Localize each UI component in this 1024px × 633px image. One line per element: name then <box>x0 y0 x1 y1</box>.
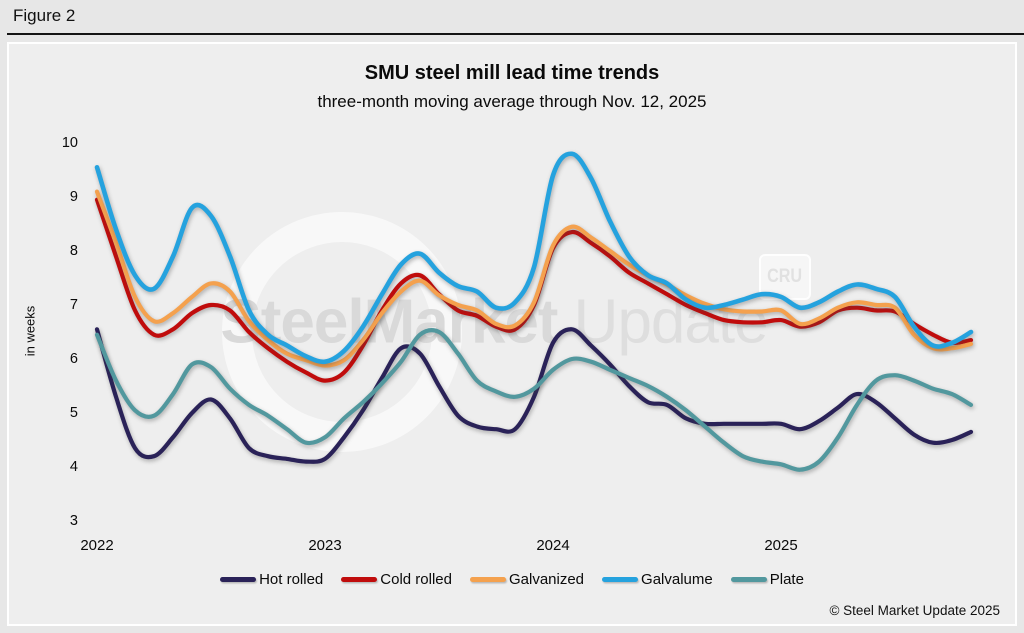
x-tick-2023: 2023 <box>308 537 342 554</box>
chart-title: SMU steel mill lead time trends <box>364 62 660 84</box>
y-axis-label: in weeks <box>22 305 38 357</box>
legend-item-cold-rolled: Cold rolled <box>341 571 452 588</box>
x-tick-2025: 2025 <box>764 537 798 554</box>
y-tick-9: 9 <box>69 189 78 205</box>
cru-logo: CRU <box>759 254 811 300</box>
header-divider <box>7 33 1024 35</box>
x-tick-2022: 2022 <box>80 537 114 554</box>
y-tick-7: 7 <box>69 297 78 313</box>
legend-label: Hot rolled <box>259 571 324 588</box>
legend-swatch-icon <box>341 577 378 582</box>
copyright-text: © Steel Market Update 2025 <box>829 603 1000 618</box>
legend-label: Galvanized <box>508 571 585 588</box>
watermark-bold: SteelMarket <box>220 287 558 357</box>
legend-item-galvanized: Galvanized <box>469 571 585 588</box>
chart-legend: Hot rolled Cold rolled Galvanized Galvalume… <box>0 571 1024 588</box>
watermark-light: Update <box>557 287 769 357</box>
y-tick-10: 10 <box>61 135 78 151</box>
legend-item-galvalume: Galvalume <box>602 571 713 588</box>
y-tick-3: 3 <box>69 513 78 529</box>
legend-swatch-icon <box>730 577 767 582</box>
legend-label: Cold rolled <box>380 571 452 588</box>
y-tick-5: 5 <box>69 405 78 421</box>
x-tick-2024: 2024 <box>536 537 570 554</box>
chart-panel: SteelMarket Update CRU <box>7 42 1017 626</box>
legend-swatch-icon <box>602 577 639 582</box>
y-tick-6: 6 <box>69 351 78 367</box>
watermark-text: SteelMarket Update <box>220 287 769 358</box>
chart-subtitle: three-month moving average through Nov. … <box>317 92 707 111</box>
y-tick-4: 4 <box>69 459 78 475</box>
legend-swatch-icon <box>469 577 506 582</box>
legend-swatch-icon <box>220 577 257 582</box>
legend-item-plate: Plate <box>730 571 804 588</box>
legend-label: Plate <box>769 571 804 588</box>
y-tick-8: 8 <box>69 243 78 259</box>
figure-label: Figure 2 <box>13 6 76 25</box>
legend-label: Galvalume <box>641 571 713 588</box>
cru-logo-text: CRU <box>767 266 803 287</box>
legend-item-hot-rolled: Hot rolled <box>220 571 323 588</box>
